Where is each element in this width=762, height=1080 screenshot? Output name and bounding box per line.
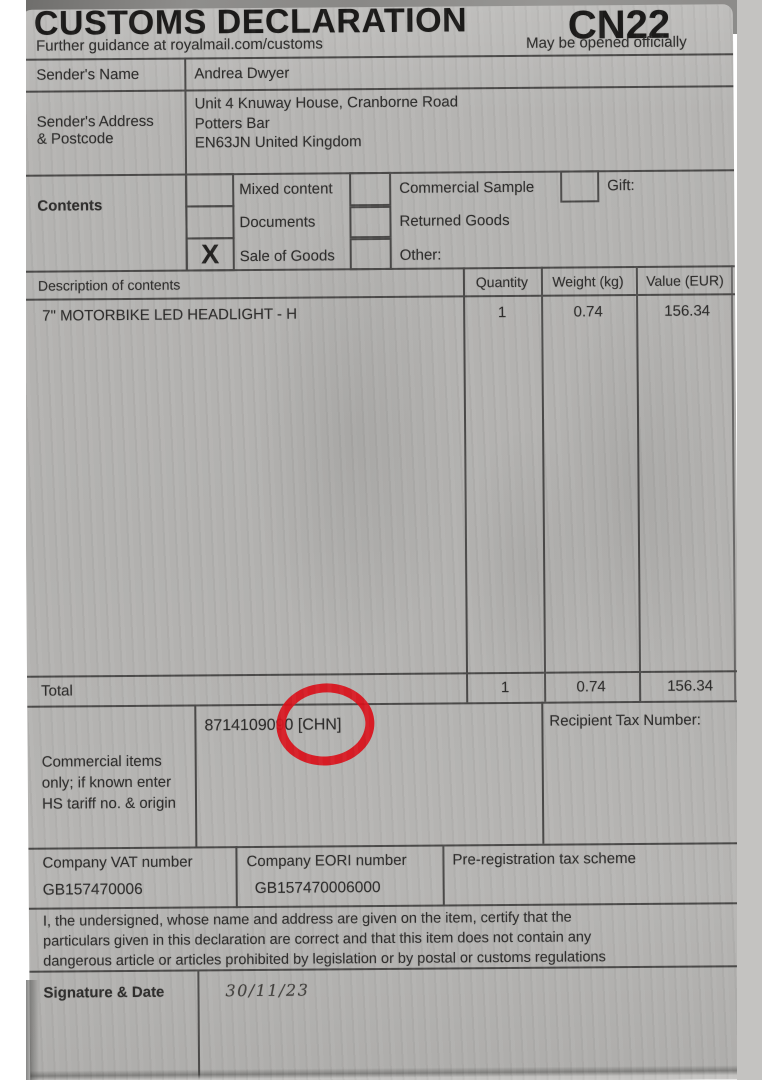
guidance-text: Further guidance at royalmail.com/custom… [36, 35, 323, 55]
label-bottom-edge [30, 1065, 742, 1080]
col-value: Value (EUR) [646, 272, 724, 289]
label-edge-shadow [26, 980, 39, 1080]
eori-value: GB157470006000 [254, 879, 381, 898]
divider-eori-prereg [442, 844, 445, 907]
option-other: Other: [399, 246, 442, 264]
checkbox-documents [185, 205, 235, 240]
divider-hs-bottom [28, 842, 740, 850]
sender-name-value: Andrea Dwyer [194, 64, 290, 83]
divider-vat-bottom [28, 902, 740, 910]
vat-value: GB157470006 [42, 880, 143, 899]
recipient-tax-label: Recipient Tax Number: [549, 711, 701, 730]
sender-name-label: Sender's Name [36, 65, 140, 84]
divider-sender-name [22, 85, 734, 93]
option-returned-goods: Returned Goods [399, 211, 510, 230]
open-officially-notice: May be opened officially [526, 33, 687, 52]
divider-col-value [635, 265, 642, 701]
sender-address-value: Unit 4 Knuway House, Cranborne Road Pott… [194, 93, 459, 152]
divider-table-right [730, 265, 737, 701]
photo-right-margin [737, 0, 762, 1080]
photo-left-margin [0, 0, 26, 1080]
item-description: 7" MOTORBIKE LED HEADLIGHT - H [42, 305, 298, 325]
checkbox-sale-of-goods: X [185, 237, 235, 272]
total-value: 156.34 [667, 677, 714, 695]
option-sale-of-goods: Sale of Goods [239, 247, 335, 266]
divider-hs-right [541, 701, 545, 844]
divider-total-top [27, 670, 739, 678]
prereg-label: Pre-registration tax scheme [452, 850, 636, 869]
checkbox-sale-of-goods-mark: X [201, 238, 220, 269]
checkbox-returned-goods [349, 205, 392, 239]
gift-label: Gift: [607, 177, 635, 195]
col-weight: Weight (kg) [552, 273, 624, 290]
option-mixed-content: Mixed content [239, 180, 333, 199]
option-commercial-sample: Commercial Sample [399, 178, 535, 197]
signature-label: Signature & Date [43, 983, 165, 1002]
divider-signature [197, 969, 201, 1080]
col-quantity: Quantity [475, 273, 529, 291]
sender-address-label: Sender's Address & Postcode [36, 112, 154, 148]
item-value: 156.34 [664, 302, 711, 320]
hs-tariff-label: Commercial items only; if known enter HS… [41, 752, 177, 813]
item-weight: 0.74 [573, 303, 603, 321]
red-circle-annotation [273, 679, 378, 770]
signature-date-value: 30/11/23 [225, 980, 310, 1001]
cn22-label: CUSTOMS DECLARATION CN22 Further guidanc… [21, 4, 742, 1080]
checkbox-mixed-content [185, 173, 235, 208]
divider-total-bottom [27, 700, 739, 708]
declaration-line-1: I, the undersigned, whose name and addre… [42, 909, 572, 930]
divider-col-weight [540, 266, 547, 702]
divider-hs-left [194, 704, 198, 847]
declaration-line-2: particulars given in this declaration ar… [43, 929, 592, 950]
divider-table-header [24, 293, 736, 301]
vat-label: Company VAT number [42, 853, 193, 872]
col-description: Description of contents [37, 276, 181, 294]
divider-col-quantity [462, 267, 469, 703]
checkbox-gift [560, 170, 600, 203]
contents-label: Contents [37, 197, 103, 215]
eori-label: Company EORI number [246, 851, 407, 871]
divider-vat-eori [235, 846, 238, 909]
option-documents: Documents [239, 213, 316, 232]
checkbox-other [349, 237, 392, 271]
total-quantity: 1 [500, 679, 510, 697]
total-label: Total [41, 682, 73, 700]
checkbox-commercial-sample [349, 171, 392, 207]
item-quantity: 1 [497, 304, 507, 322]
total-weight: 0.74 [576, 678, 606, 696]
divider-header [22, 53, 734, 61]
